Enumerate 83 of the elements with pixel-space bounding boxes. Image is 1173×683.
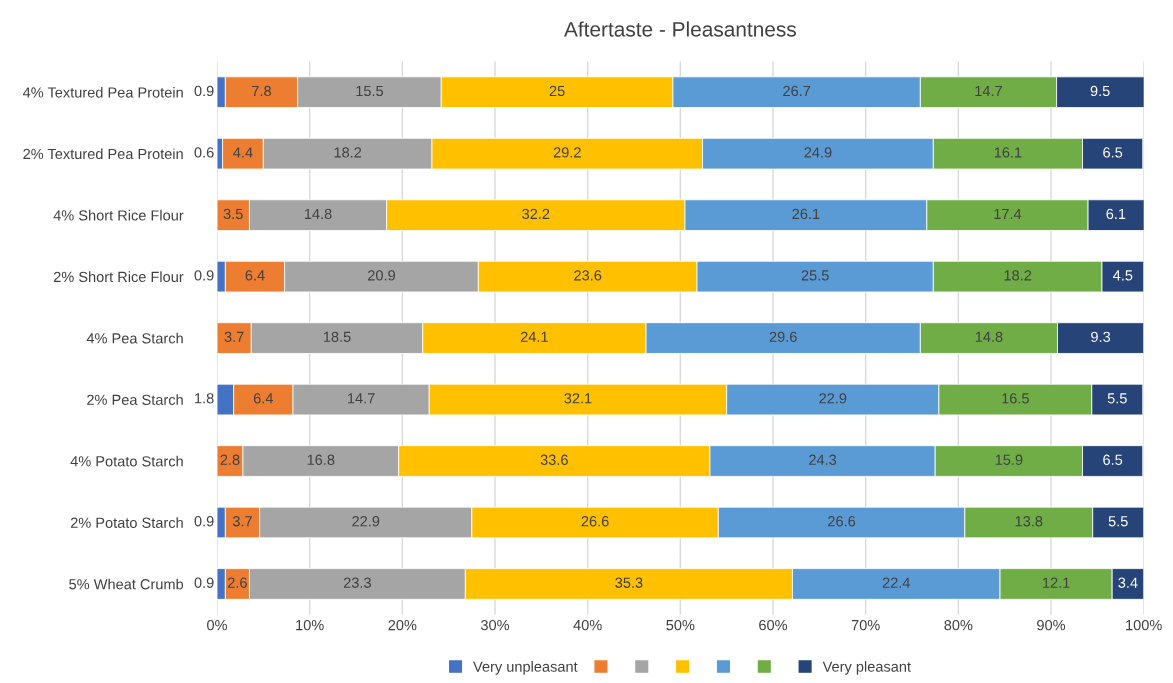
data-label: 17.4 bbox=[994, 208, 1022, 219]
y-tick-label: 4% Textured Pea Protein bbox=[22, 86, 183, 98]
chart-title: Aftertaste - Pleasantness bbox=[564, 21, 796, 37]
data-label: 32.2 bbox=[522, 208, 550, 220]
data-label: 0.9 bbox=[194, 270, 214, 281]
data-label: 6.4 bbox=[245, 270, 265, 281]
data-label: 2.6 bbox=[227, 577, 247, 588]
x-tick-label: 50% bbox=[666, 619, 695, 631]
data-label: 16.1 bbox=[994, 147, 1022, 158]
data-label: 4.5 bbox=[1113, 270, 1133, 281]
x-tick-label: 70% bbox=[851, 619, 880, 631]
data-label: 14.7 bbox=[348, 393, 375, 404]
data-label: 3.7 bbox=[224, 331, 244, 342]
data-label: 9.5 bbox=[1090, 85, 1110, 97]
x-tick-label: 20% bbox=[388, 619, 417, 631]
x-tick-label: 90% bbox=[1037, 619, 1066, 631]
data-label: 26.1 bbox=[792, 208, 820, 220]
data-label: 14.7 bbox=[975, 85, 1002, 96]
data-label: 0.9 bbox=[194, 516, 214, 527]
legend-label: Very unpleasant bbox=[473, 661, 578, 675]
data-label: 26.6 bbox=[828, 516, 856, 527]
data-label: 29.6 bbox=[769, 331, 797, 342]
data-label: 25.5 bbox=[801, 270, 829, 281]
y-tick-label: 2% Potato Starch bbox=[70, 517, 183, 528]
y-tick-label: 2% Pea Starch bbox=[87, 394, 183, 405]
data-label: 26.6 bbox=[581, 516, 609, 527]
data-label: 13.8 bbox=[1015, 516, 1043, 527]
y-tick-label: 2% Short Rice Flour bbox=[53, 271, 184, 283]
data-label: 14.8 bbox=[975, 331, 1003, 342]
data-label: 24.3 bbox=[809, 454, 837, 465]
data-label: 0.6 bbox=[194, 147, 214, 158]
y-tick-label: 2% Textured Pea Protein bbox=[23, 148, 183, 160]
data-label: 18.2 bbox=[1004, 270, 1032, 281]
data-label: 1.8 bbox=[195, 393, 214, 404]
data-label: 6.5 bbox=[1103, 147, 1123, 158]
data-label: 4.4 bbox=[233, 147, 253, 158]
data-label: 6.4 bbox=[253, 393, 274, 404]
data-label: 16.8 bbox=[307, 454, 335, 465]
data-label: 24.1 bbox=[520, 331, 548, 342]
y-tick-label: 4% Pea Starch bbox=[86, 332, 183, 344]
data-label: 6.5 bbox=[1103, 454, 1123, 465]
data-label: 6.1 bbox=[1106, 208, 1126, 220]
data-label: 25 bbox=[549, 85, 565, 97]
data-label: 7.8 bbox=[252, 85, 271, 97]
x-tick-label: 80% bbox=[944, 619, 973, 631]
data-label: 32.1 bbox=[564, 393, 592, 404]
y-tick-label: 4% Short Rice Flour bbox=[53, 209, 184, 221]
data-label: 18.2 bbox=[334, 147, 362, 158]
data-label: 22.9 bbox=[819, 393, 847, 404]
data-label: 0.9 bbox=[194, 85, 214, 97]
data-label: 3.5 bbox=[223, 208, 243, 220]
data-label: 20.9 bbox=[368, 270, 395, 281]
data-label: 16.5 bbox=[1002, 393, 1029, 404]
data-label: 0.9 bbox=[194, 577, 214, 588]
data-label: 12.1 bbox=[1043, 577, 1070, 588]
y-tick-label: 5% Wheat Crumb bbox=[69, 578, 184, 590]
data-label: 22.9 bbox=[352, 516, 380, 527]
data-label: 33.6 bbox=[540, 454, 568, 465]
x-tick-label: 40% bbox=[573, 619, 602, 631]
data-label: 3.4 bbox=[1118, 577, 1138, 588]
data-label: 9.3 bbox=[1091, 331, 1111, 342]
y-tick-label: 4% Potato Starch bbox=[70, 455, 183, 467]
data-label: 22.4 bbox=[882, 577, 911, 588]
data-label: 5.5 bbox=[1107, 393, 1127, 404]
x-tick-label: 10% bbox=[296, 619, 324, 631]
x-tick-label: 60% bbox=[759, 619, 788, 631]
x-tick-label: 0% bbox=[207, 619, 228, 631]
data-label: 15.5 bbox=[356, 85, 384, 97]
data-label: 15.9 bbox=[995, 454, 1023, 465]
x-tick-label: 100% bbox=[1126, 619, 1162, 631]
data-label: 29.2 bbox=[553, 147, 581, 158]
data-label: 14.8 bbox=[304, 208, 332, 220]
data-label: 26.7 bbox=[783, 85, 811, 97]
data-label: 18.5 bbox=[323, 331, 351, 342]
data-label: 3.7 bbox=[232, 516, 252, 527]
legend-label: Very pleasant bbox=[822, 661, 911, 675]
data-label: 5.5 bbox=[1108, 516, 1128, 527]
data-label: 23.6 bbox=[574, 270, 602, 281]
data-label: 35.3 bbox=[615, 577, 643, 588]
data-label: 24.9 bbox=[804, 147, 832, 158]
data-label: 2.8 bbox=[220, 454, 240, 465]
data-label: 23.3 bbox=[343, 577, 371, 588]
x-tick-label: 30% bbox=[480, 619, 510, 631]
